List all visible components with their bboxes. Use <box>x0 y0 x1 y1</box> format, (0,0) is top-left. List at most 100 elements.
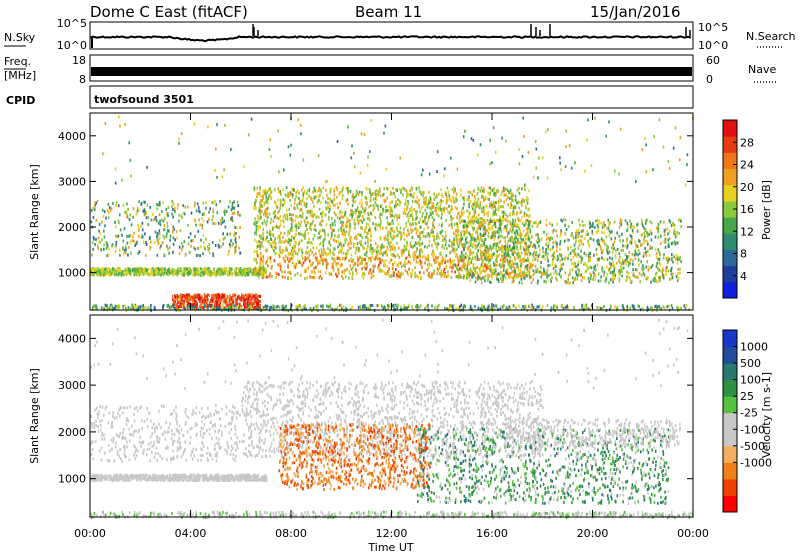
power-cell <box>411 213 413 216</box>
power-cell <box>258 191 261 195</box>
power-cell <box>451 188 454 192</box>
power-cell <box>472 189 475 193</box>
power-cell <box>390 190 392 194</box>
power-cell <box>268 231 271 235</box>
power-cell <box>127 306 130 310</box>
power-cell <box>520 245 522 249</box>
power-cell <box>289 228 292 232</box>
power-cell <box>401 307 404 311</box>
freq-frame <box>89 54 694 82</box>
power-cell <box>176 269 179 273</box>
power-cell <box>127 271 130 275</box>
power-cell <box>516 210 519 214</box>
power-cell <box>114 304 117 308</box>
power-cell <box>255 230 257 234</box>
power-cell <box>358 233 361 237</box>
power-cell <box>392 303 395 307</box>
power-cell <box>220 222 223 226</box>
power-cell <box>236 273 238 277</box>
power-cell <box>453 240 455 243</box>
power-cell <box>333 247 336 251</box>
power-cell <box>260 252 262 255</box>
power-cell <box>239 213 241 217</box>
power-cell <box>522 275 525 279</box>
power-cell <box>518 187 520 190</box>
power-cell <box>402 193 404 197</box>
power-cell <box>262 245 264 249</box>
power-cell <box>254 217 256 221</box>
power-cell <box>485 268 488 272</box>
power-cell <box>475 276 477 280</box>
power-cell <box>419 191 422 195</box>
power-cell <box>329 223 332 227</box>
power-cell <box>113 306 115 310</box>
power-cell <box>386 216 388 220</box>
power-cell <box>250 305 252 309</box>
power-cell <box>415 256 418 260</box>
power-cell <box>524 188 526 192</box>
power-cell <box>94 205 96 208</box>
power-cell <box>521 259 524 263</box>
power-cell <box>425 199 427 203</box>
power-cell <box>399 261 402 265</box>
power-cell <box>351 305 353 309</box>
power-cell <box>380 269 382 273</box>
power-cell <box>176 236 178 240</box>
power-cell <box>159 268 162 272</box>
power-cell <box>293 244 295 248</box>
power-cell <box>231 212 234 215</box>
power-cell <box>650 265 653 269</box>
power-cell <box>442 234 444 238</box>
power-cell <box>338 192 340 196</box>
power-cell <box>292 256 294 260</box>
power-cell <box>307 211 309 215</box>
power-cell <box>481 210 483 213</box>
power-cell <box>203 296 206 300</box>
power-cell <box>172 250 174 254</box>
power-cell <box>254 296 257 300</box>
power-cell <box>369 190 371 194</box>
power-cell <box>142 304 144 308</box>
power-cell <box>493 304 495 308</box>
power-cell <box>410 186 413 190</box>
power-cell <box>468 195 470 199</box>
power-cell <box>491 189 493 193</box>
power-cell <box>101 267 104 271</box>
power-cell <box>304 270 307 274</box>
power-cell <box>307 266 310 270</box>
power-cell <box>265 270 267 274</box>
power-cell <box>488 248 490 252</box>
power-cell <box>166 221 169 225</box>
power-cell <box>323 238 325 242</box>
power-cell <box>404 260 406 264</box>
power-cell <box>349 227 351 231</box>
power-cell <box>433 271 435 275</box>
power-cell <box>114 268 116 271</box>
power-cell <box>517 217 519 221</box>
power-cell <box>430 201 432 204</box>
power-cell <box>345 199 347 203</box>
power-cell <box>685 304 688 307</box>
power-cell <box>380 251 382 255</box>
power-cell <box>213 294 215 297</box>
power-cell <box>196 271 198 275</box>
power-cell <box>100 248 102 252</box>
power-cell <box>326 304 328 308</box>
power-cell <box>384 236 386 240</box>
power-cell <box>197 253 199 257</box>
power-cell <box>293 249 296 253</box>
nave-tick-bottom: 0 <box>706 73 713 86</box>
power-cell <box>150 309 152 313</box>
power-cell <box>389 241 392 244</box>
power-cell <box>561 303 563 307</box>
power-cell <box>522 305 524 309</box>
power-cell <box>478 221 481 225</box>
power-cell <box>163 273 165 277</box>
power-cell <box>302 305 305 309</box>
power-cell <box>232 295 234 299</box>
power-cell <box>289 217 291 221</box>
power-cell <box>213 305 216 309</box>
nsky-panel: N.Sky 10^5 10^0 10^5 10^0 N.Search <box>4 17 796 52</box>
power-cell <box>481 309 483 313</box>
power-cell <box>311 263 313 267</box>
